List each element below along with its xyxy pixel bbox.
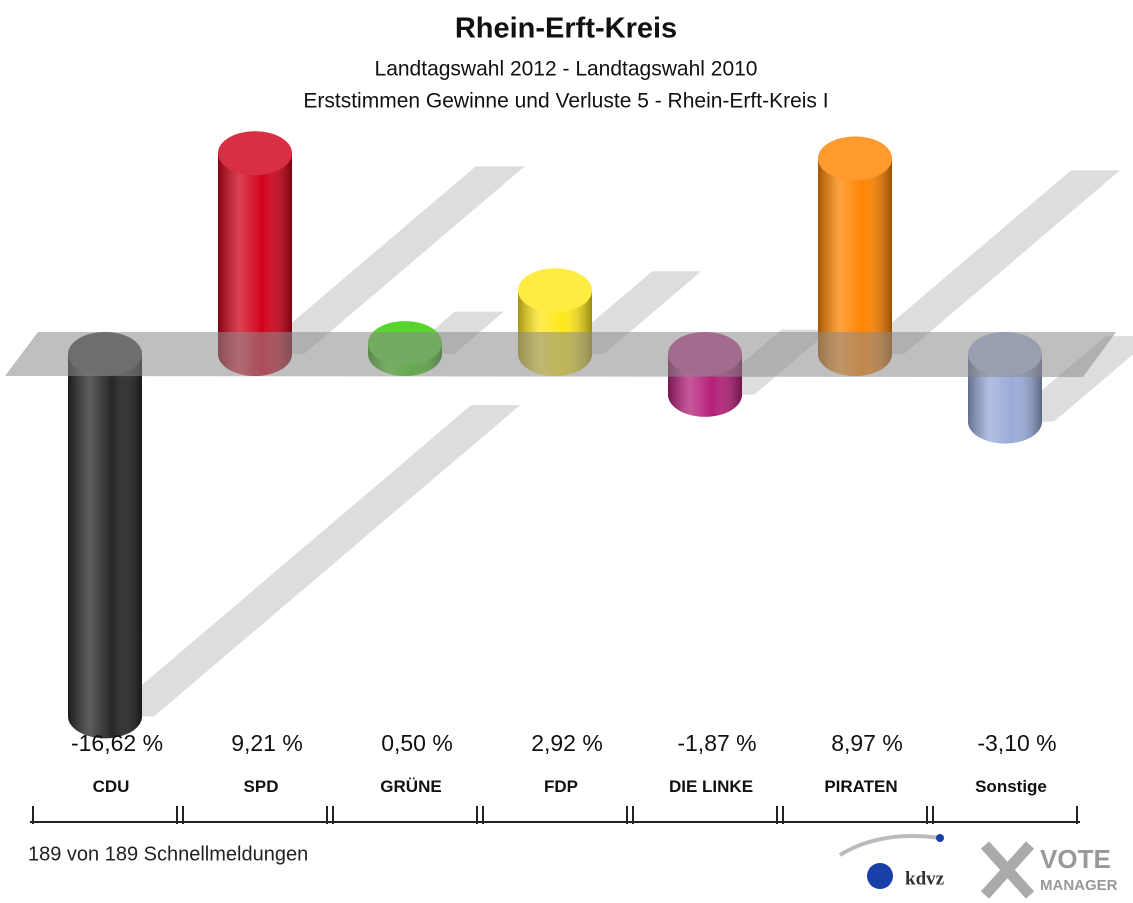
chart-subtitle: Erststimmen Gewinne und Verluste 5 - Rhe… bbox=[303, 90, 828, 113]
chart-subtitle: Landtagswahl 2012 - Landtagswahl 2010 bbox=[375, 58, 758, 81]
ruler bbox=[30, 806, 1080, 824]
bar-shading bbox=[218, 153, 292, 376]
bar-shading bbox=[68, 354, 142, 739]
logo: kdvz VOTE MANAGER bbox=[838, 834, 1118, 899]
logo-cross bbox=[980, 841, 1035, 899]
logo-text: MANAGER bbox=[1040, 877, 1118, 894]
logo-text: VOTE bbox=[1040, 844, 1111, 874]
category-label: SPD bbox=[243, 777, 279, 796]
category-label: FDP bbox=[544, 777, 578, 796]
value-label: -1,87 % bbox=[677, 730, 756, 756]
value-label: 8,97 % bbox=[831, 730, 903, 756]
bar-shadow bbox=[105, 405, 521, 717]
bar-shadow bbox=[255, 166, 525, 354]
logo-swoosh bbox=[838, 834, 941, 857]
footer: 189 von 189 Schnellmeldungen bbox=[28, 843, 308, 865]
bar-shading bbox=[818, 158, 892, 376]
bar-cap-shading bbox=[518, 268, 592, 313]
category-label: CDU bbox=[92, 777, 130, 796]
logo-ball bbox=[867, 863, 893, 889]
bar-cap-shading bbox=[218, 131, 292, 176]
value-label: 9,21 % bbox=[231, 730, 303, 756]
category-label: GRÜNE bbox=[380, 777, 442, 796]
base-plane bbox=[5, 332, 1116, 377]
value-label: -16,62 % bbox=[71, 730, 163, 756]
bar-cap bbox=[818, 136, 892, 181]
bar-cap bbox=[218, 131, 292, 176]
category-label: Sonstige bbox=[975, 777, 1047, 796]
value-label: 0,50 % bbox=[381, 730, 453, 756]
category-label: PIRATEN bbox=[824, 777, 898, 796]
category-label: DIE LINKE bbox=[668, 777, 754, 796]
bar-shadow bbox=[855, 170, 1120, 354]
bar-cap bbox=[518, 268, 592, 313]
bar-cap-shading bbox=[818, 136, 892, 181]
value-label: 2,92 % bbox=[531, 730, 603, 756]
logo-text: kdvz bbox=[905, 868, 945, 889]
logo-dot bbox=[936, 834, 944, 842]
value-label: -3,10 % bbox=[977, 730, 1056, 756]
chart-title: Rhein-Erft-Kreis bbox=[455, 13, 677, 45]
